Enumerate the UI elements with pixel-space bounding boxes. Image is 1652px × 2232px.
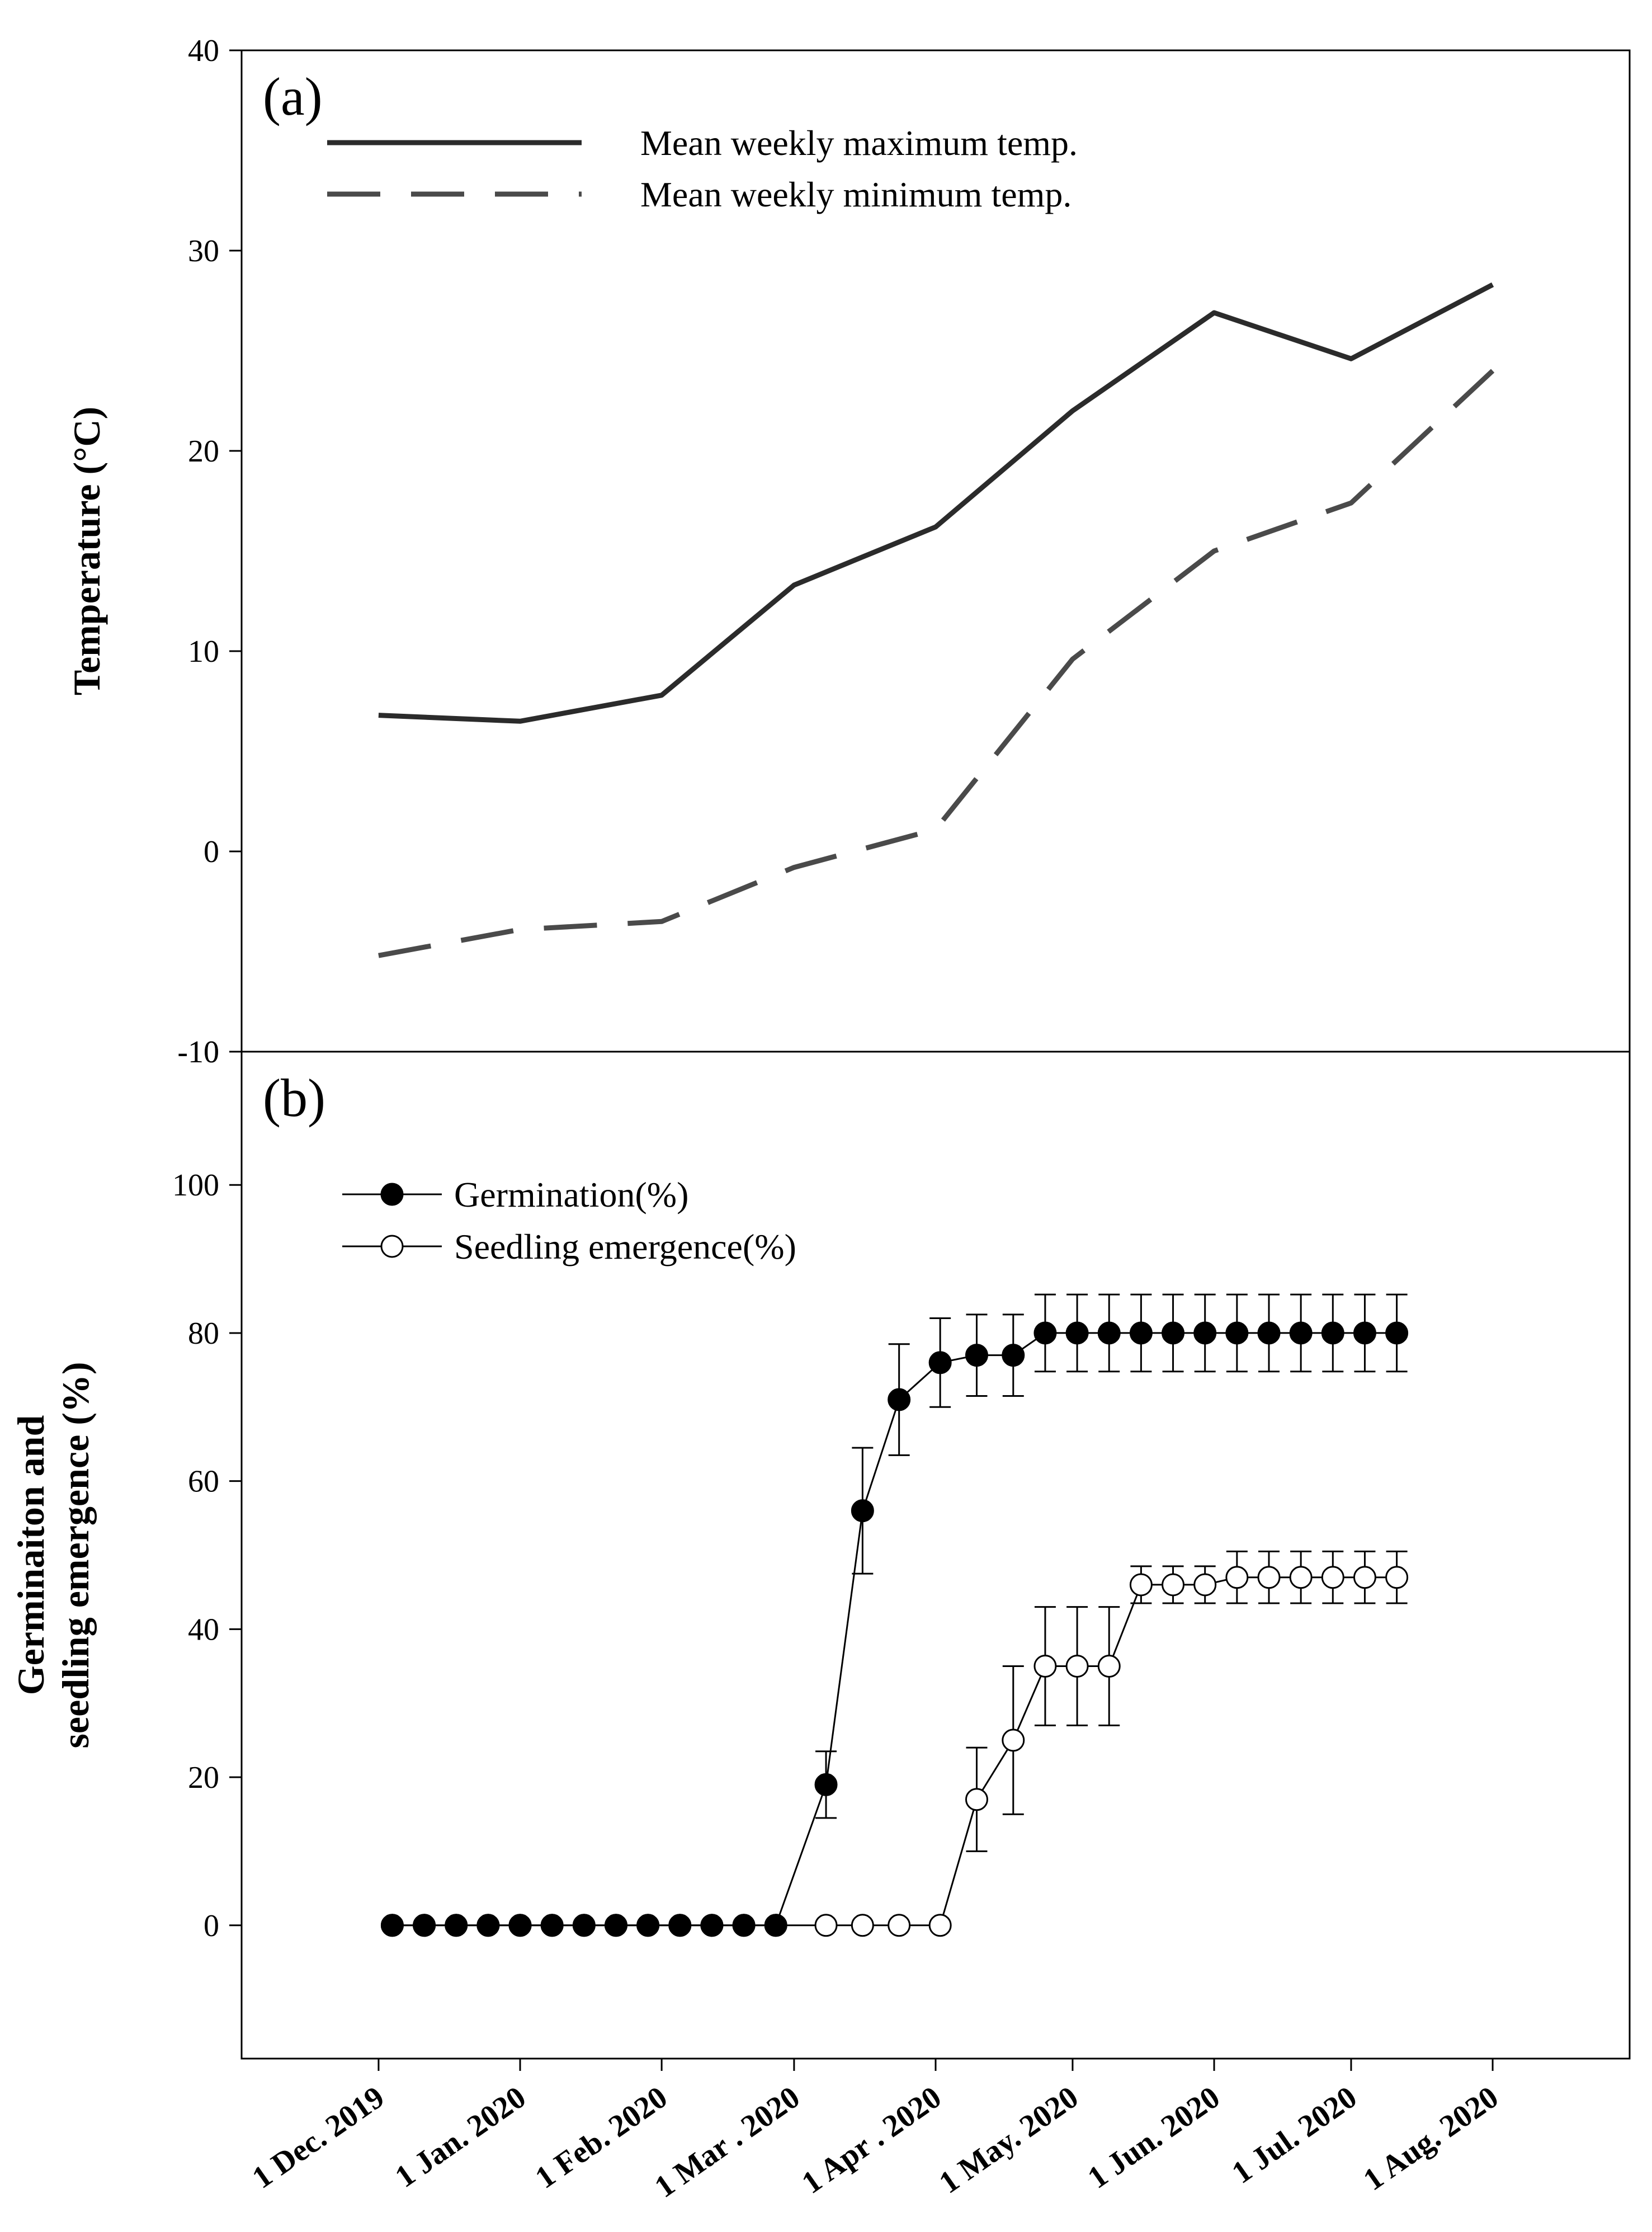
legend-label-b: Seedling emergence(%)	[454, 1227, 796, 1266]
germination-point	[1257, 1321, 1281, 1345]
y-tick-label-b: 80	[188, 1316, 219, 1351]
legend-label-a: Mean weekly maximum temp.	[640, 123, 1078, 163]
germination-point	[572, 1914, 596, 1937]
x-tick-label: 1 Dec. 2019	[246, 2080, 390, 2196]
emergence-point	[1002, 1729, 1025, 1752]
germination-point	[1385, 1321, 1409, 1345]
germination-point	[668, 1914, 692, 1937]
y-tick-label-b: 0	[204, 1909, 219, 1943]
germination-point	[1002, 1344, 1025, 1367]
emergence-point	[1225, 1566, 1249, 1589]
x-tick-label: 1 Apr . 2020	[796, 2080, 948, 2201]
germination-point	[814, 1773, 838, 1796]
emergence-point	[888, 1914, 911, 1937]
germination-point	[1353, 1321, 1376, 1345]
germination-point	[1321, 1321, 1344, 1345]
emergence-point	[1097, 1655, 1121, 1678]
germination-point	[540, 1914, 564, 1937]
y-axis-label-b-line: seedling emergence (%)	[54, 1362, 97, 1748]
y-tick-label-b: 20	[188, 1760, 219, 1795]
germination-point	[965, 1344, 988, 1367]
germination-point	[1065, 1321, 1089, 1345]
emergence-point	[814, 1914, 838, 1937]
emergence-point	[851, 1914, 874, 1937]
y-tick-label-a: -10	[177, 1035, 219, 1070]
min-temp-line	[378, 369, 1495, 958]
emergence-point	[1353, 1566, 1376, 1589]
legend-label-a: Mean weekly minimum temp.	[640, 175, 1072, 214]
germination-point	[476, 1914, 500, 1937]
emergence-point	[1193, 1573, 1217, 1597]
germination-point	[1289, 1321, 1313, 1345]
emergence-point	[1385, 1566, 1409, 1589]
panel-b-frame	[240, 1051, 1631, 2060]
germination-point	[1033, 1321, 1057, 1345]
germination-point	[380, 1914, 404, 1937]
emergence-point	[1033, 1655, 1057, 1678]
y-axis-label-b: Germinaiton andseedling emergence (%)	[10, 1362, 97, 1748]
germination-point	[700, 1914, 724, 1937]
x-tick-label: 1 Mar . 2020	[648, 2080, 806, 2205]
panel-a-chart: -10 0 10 20 30 40 (a) Temperature (°C) Mean week…	[65, 34, 1631, 1070]
germination-line	[392, 1332, 1397, 1927]
y-tick-label-a: 40	[188, 34, 219, 68]
germination-point	[636, 1914, 660, 1937]
legend-marker-b	[380, 1235, 404, 1258]
germination-point	[445, 1914, 468, 1937]
y-tick-label-b: 60	[188, 1465, 219, 1499]
legend-marker-b	[380, 1183, 404, 1206]
germination-point	[764, 1914, 787, 1937]
x-tick-label: 1 Aug. 2020	[1357, 2080, 1505, 2198]
max-temp-line	[378, 282, 1494, 724]
germination-point	[1225, 1321, 1249, 1345]
panel-b-chart: 0 20 40 60 80 100 -10 (b) Germinaiton andseedlin…	[10, 1035, 1631, 2060]
germination-point	[1097, 1321, 1121, 1345]
germination-point	[851, 1499, 874, 1523]
y-tick-label-a: 10	[188, 634, 219, 669]
germination-point	[604, 1914, 627, 1937]
panel-a-label: (a)	[263, 67, 323, 126]
germination-point	[508, 1914, 532, 1937]
germination-point	[1129, 1321, 1153, 1345]
emergence-point	[1289, 1566, 1313, 1589]
germination-point	[1162, 1321, 1185, 1345]
x-tick-label: 1 Jun. 2020	[1082, 2080, 1226, 2196]
emergence-point	[1162, 1573, 1185, 1597]
germination-point	[888, 1388, 911, 1411]
y-tick-label-a: 20	[188, 434, 219, 469]
y-tick-label-a: 30	[188, 234, 219, 269]
emergence-line	[392, 1576, 1397, 1927]
germination-point	[928, 1351, 952, 1374]
emergence-point	[928, 1914, 952, 1937]
x-tick-label: 1 Jan. 2020	[389, 2080, 532, 2195]
legend-label-b: Germination(%)	[454, 1175, 688, 1214]
y-axis-label-a: Temperature (°C)	[65, 407, 108, 695]
x-tick-label: 1 May. 2020	[933, 2080, 1084, 2201]
emergence-point	[1257, 1566, 1281, 1589]
emergence-point	[965, 1788, 988, 1811]
panel-b-label: (b)	[263, 1068, 325, 1128]
y-tick-label-a-min: -10	[177, 1035, 219, 1070]
germination-point	[413, 1914, 436, 1937]
y-tick-label-b: 100	[172, 1168, 219, 1203]
emergence-point	[1321, 1566, 1344, 1589]
emergence-point	[1129, 1573, 1153, 1597]
x-tick-label: 1 Jul. 2020	[1226, 2080, 1363, 2191]
y-tick-label-a: 0	[204, 835, 219, 869]
emergence-point	[1065, 1655, 1089, 1678]
germination-point	[1193, 1321, 1217, 1345]
y-tick-label-b: 40	[188, 1612, 219, 1647]
y-axis-label-b-line: Germinaiton and	[10, 1415, 52, 1696]
germination-point	[732, 1914, 756, 1937]
